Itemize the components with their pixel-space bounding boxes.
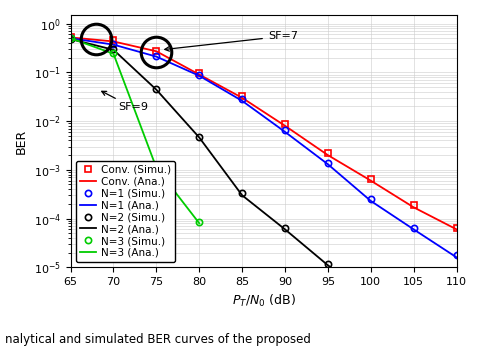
Text: nalytical and simulated BER curves of the proposed: nalytical and simulated BER curves of th…	[5, 333, 311, 346]
Text: SF=7: SF=7	[165, 31, 298, 51]
X-axis label: $P_T/N_0$ (dB): $P_T/N_0$ (dB)	[232, 293, 295, 309]
Legend: Conv. (Simu.), Conv. (Ana.), N=1 (Simu.), N=1 (Ana.), N=2 (Simu.), N=2 (Ana.), N: Conv. (Simu.), Conv. (Ana.), N=1 (Simu.)…	[76, 160, 175, 262]
Text: SF=9: SF=9	[102, 91, 148, 112]
Y-axis label: BER: BER	[15, 128, 28, 154]
